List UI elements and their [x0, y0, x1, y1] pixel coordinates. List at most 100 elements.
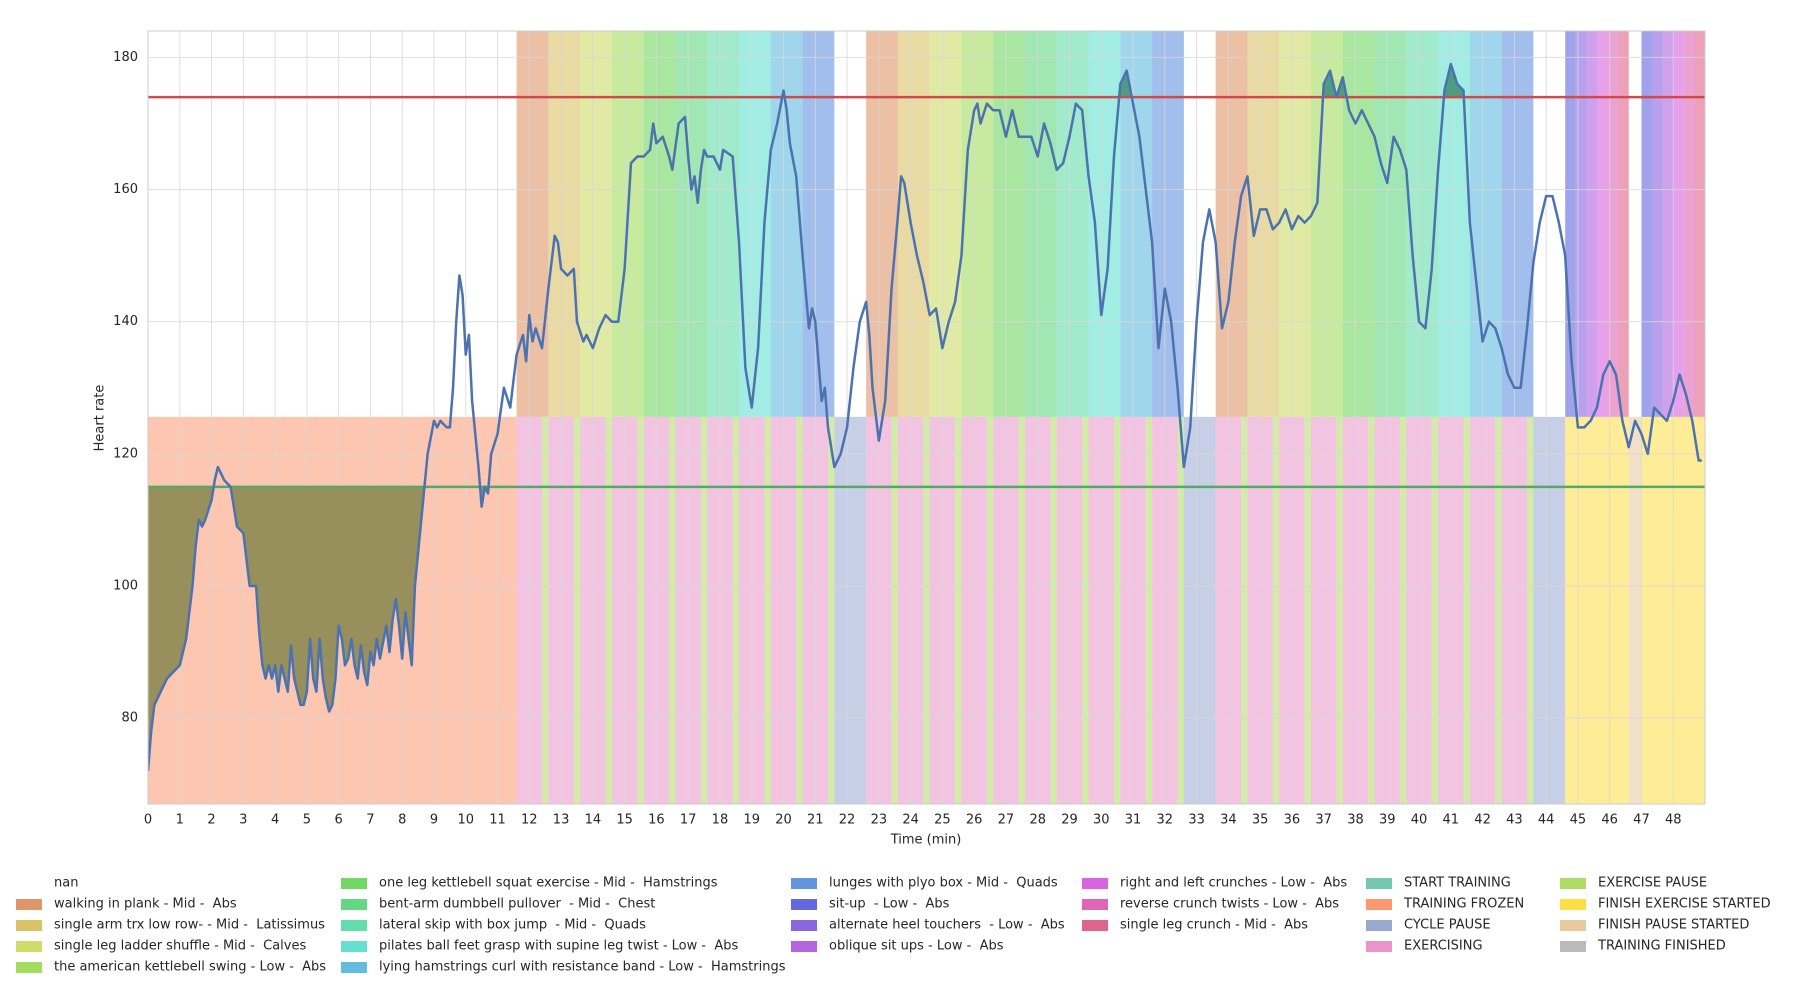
- x-tick-label: 0: [144, 813, 152, 828]
- exercise-band: [580, 31, 612, 417]
- legend-swatch: [791, 899, 817, 910]
- x-tick-label: 24: [902, 813, 919, 828]
- y-tick-label: 160: [113, 182, 138, 197]
- legend-label: right and left crunches - Low - Abs: [1120, 876, 1347, 891]
- x-tick-label: 32: [1157, 813, 1174, 828]
- exercise-band: [1694, 31, 1705, 417]
- x-tick-label: 6: [335, 813, 343, 828]
- y-tick-label: 140: [113, 314, 138, 329]
- legend-swatch: [1560, 899, 1586, 910]
- exercise-band: [1152, 31, 1184, 417]
- legend-label: START TRAINING: [1404, 876, 1511, 891]
- x-tick-label: 9: [430, 813, 438, 828]
- state-band: [1628, 416, 1642, 804]
- legend-swatch: [1560, 941, 1586, 952]
- legend-label: oblique sit ups - Low - Abs: [829, 939, 1004, 954]
- exercise-band: [1641, 31, 1652, 417]
- state-band: [1533, 416, 1566, 804]
- x-tick-label: 36: [1284, 813, 1301, 828]
- x-tick-label: 38: [1347, 813, 1364, 828]
- exercise-band: [1586, 31, 1597, 417]
- exercise-band: [1056, 31, 1089, 417]
- legend-swatch: [791, 941, 817, 952]
- x-tick-label: 27: [998, 813, 1015, 828]
- state-band: [1495, 416, 1502, 804]
- legend-label: the american kettlebell swing - Low - Ab…: [54, 960, 326, 975]
- legend-swatch: [16, 962, 42, 973]
- legend-swatch: [341, 920, 367, 931]
- x-tick-label: 40: [1411, 813, 1428, 828]
- legend-swatch: [1366, 941, 1392, 952]
- x-tick-label: 12: [521, 813, 538, 828]
- exercise-band: [1607, 31, 1619, 417]
- x-axis-label: Time (min): [890, 833, 962, 848]
- x-tick-label: 19: [743, 813, 760, 828]
- state-band: [1183, 416, 1216, 804]
- x-tick-label: 45: [1570, 813, 1587, 828]
- exercise-band: [1651, 31, 1663, 417]
- exercise-band: [516, 31, 549, 417]
- state-band: [827, 416, 835, 804]
- state-band: [1565, 416, 1629, 804]
- x-tick-label: 39: [1379, 813, 1396, 828]
- y-tick-label: 120: [113, 446, 138, 461]
- exercise-band: [929, 31, 962, 417]
- state-band: [1082, 416, 1089, 804]
- plot-area: [148, 31, 1705, 804]
- legend-label: lunges with plyo box - Mid - Quads: [829, 876, 1058, 891]
- legend-swatch: [341, 941, 367, 952]
- exercise-band: [1673, 31, 1684, 417]
- state-band: [796, 416, 803, 804]
- legend-label: one leg kettlebell squat exercise - Mid …: [379, 876, 718, 891]
- state-band: [923, 416, 930, 804]
- x-tick-label: 46: [1601, 813, 1618, 828]
- x-tick-label: 42: [1474, 813, 1491, 828]
- exercise-band: [1683, 31, 1695, 417]
- state-band: [1018, 416, 1026, 804]
- x-tick-label: 21: [807, 813, 824, 828]
- legend-swatch: [16, 899, 42, 910]
- x-tick-label: 17: [680, 813, 697, 828]
- legend-label: single leg ladder shuffle - Mid - Calves: [54, 939, 306, 954]
- exercise-band: [1565, 31, 1576, 417]
- legend-label: lateral skip with box jump - Mid - Quads: [379, 918, 646, 933]
- state-band: [700, 416, 708, 804]
- legend-label: TRAINING FINISHED: [1597, 939, 1726, 954]
- x-tick-label: 10: [457, 813, 474, 828]
- exercise-band: [961, 31, 994, 417]
- legend-swatch: [1366, 920, 1392, 931]
- state-band: [1145, 416, 1153, 804]
- state-band: [637, 416, 644, 804]
- y-tick-label: 100: [113, 578, 138, 593]
- legend-label: pilates ball feet grasp with supine leg …: [379, 939, 738, 954]
- x-tick-label: 43: [1506, 813, 1523, 828]
- exercise-band: [993, 31, 1026, 417]
- x-tick-label: 34: [1220, 813, 1237, 828]
- x-tick-label: 8: [398, 813, 406, 828]
- legend-swatch: [1082, 878, 1108, 889]
- exercise-band: [1342, 31, 1375, 417]
- state-band: [573, 416, 581, 804]
- legend-label: FINISH PAUSE STARTED: [1598, 918, 1749, 933]
- legend-label: sit-up - Low - Abs: [829, 897, 950, 912]
- x-tick-label: 35: [1252, 813, 1269, 828]
- state-band: [732, 416, 740, 804]
- legend-label: CYCLE PAUSE: [1404, 918, 1491, 933]
- x-tick-label: 5: [303, 813, 311, 828]
- state-band: [1527, 416, 1534, 804]
- state-band: [1431, 416, 1439, 804]
- x-tick-label: 48: [1665, 813, 1682, 828]
- legend-label: single arm trx low row- - Mid - Latissim…: [54, 918, 325, 933]
- legend-swatch: [791, 920, 817, 931]
- x-tick-label: 22: [839, 813, 856, 828]
- below-limit-fill: [148, 486, 1702, 771]
- x-tick-label: 29: [1061, 813, 1078, 828]
- legend-label: walking in plank - Mid - Abs: [54, 897, 237, 912]
- state-band: [1113, 416, 1121, 804]
- state-band: [1177, 416, 1184, 804]
- state-band: [1050, 416, 1057, 804]
- x-tick-label: 16: [648, 813, 665, 828]
- exercise-band: [1662, 31, 1674, 417]
- state-band: [891, 416, 898, 804]
- x-tick-label: 31: [1125, 813, 1142, 828]
